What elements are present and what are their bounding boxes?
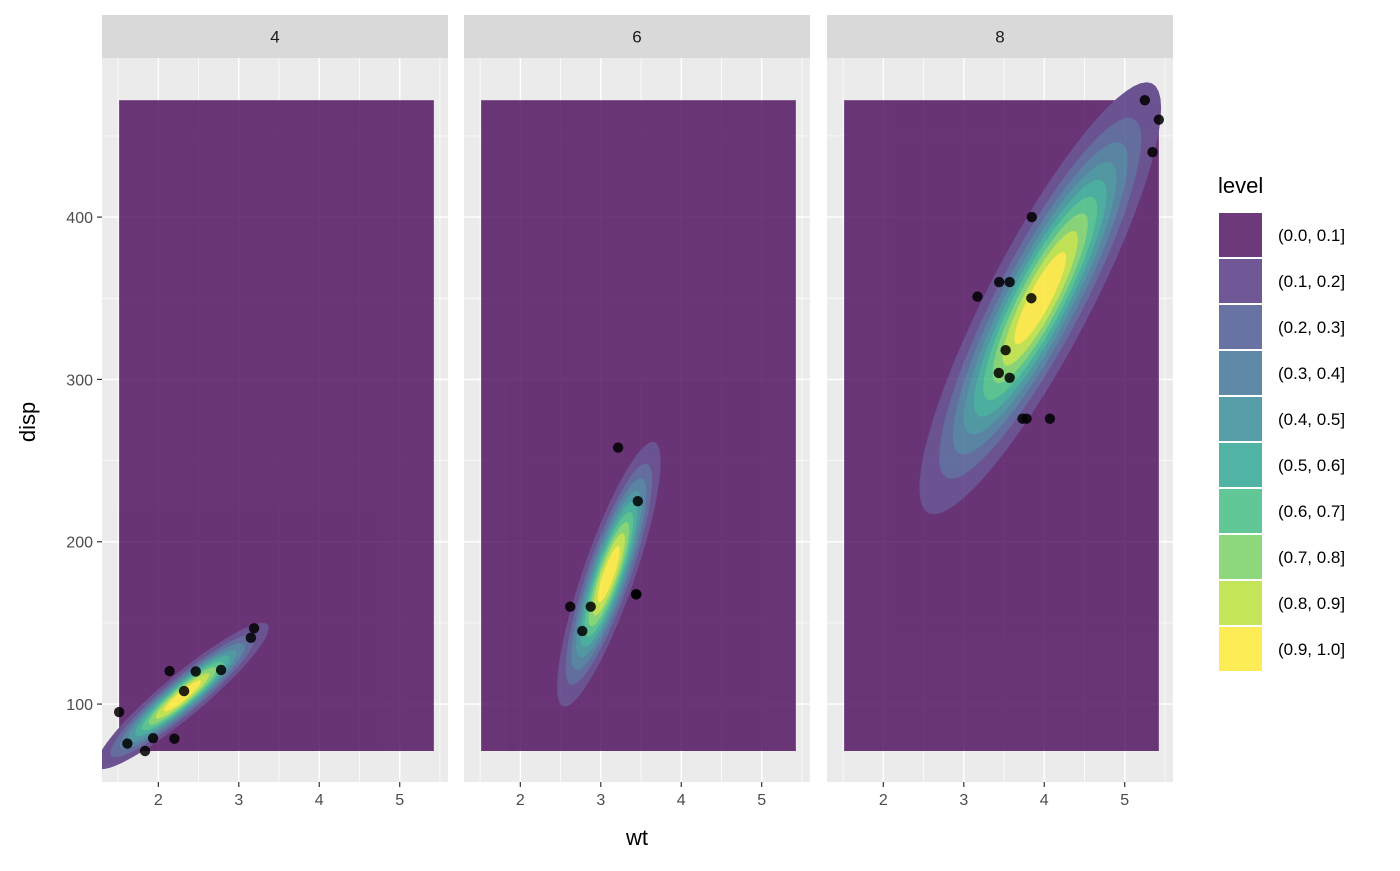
data-point [993,367,1004,379]
legend-key [1219,351,1262,395]
data-points [565,442,644,637]
legend: level (0.0, 0.1] (0.1, 0.2] (0.2, 0.3] (0.3… [1218,173,1345,672]
data-point [113,706,125,718]
x-tick-label: 3 [959,792,968,809]
x-axes: 2 3 4 5 2 3 4 5 2 3 4 5 [154,782,1129,809]
data-point [993,276,1005,288]
data-point [1026,293,1037,304]
data-point [1004,276,1015,288]
facet-panel-6: 6 [464,15,810,782]
legend-label: (0.2, 0.3] [1278,318,1345,337]
data-point [190,666,201,677]
legend-label: (0.3, 0.4] [1278,364,1345,383]
x-tick-label: 2 [154,792,163,809]
x-tick-label: 5 [757,792,766,809]
legend-key [1219,627,1262,671]
y-axis-title: disp [15,402,40,442]
legend-label: (0.0, 0.1] [1278,226,1345,245]
data-point [612,442,624,453]
data-point [1026,211,1037,223]
facet-strip [827,15,1173,58]
density-bands [844,82,1162,751]
data-point [169,733,180,744]
x-tick-label: 5 [395,792,404,809]
data-point [585,601,596,612]
legend-key [1219,581,1262,625]
legend-label: (0.4, 0.5] [1278,410,1345,429]
data-point [1021,413,1032,424]
legend-key [1219,213,1262,257]
legend-title: level [1218,173,1263,198]
density-bands [102,100,434,770]
legend-label: (0.7, 0.8] [1278,548,1345,567]
y-tick-label: 400 [66,210,93,227]
facet-strip [102,15,448,58]
legend-key [1219,259,1262,303]
legend-key [1219,489,1262,533]
x-tick-label: 3 [234,792,243,809]
x-tick-label: 2 [516,792,525,809]
data-points [972,95,1165,424]
legend-key [1219,397,1262,441]
y-tick-label: 200 [66,535,93,552]
data-point [147,732,159,744]
density-band-0 [119,100,434,751]
data-point [164,665,175,677]
legend-label: (0.9, 1.0] [1278,640,1345,659]
data-point [577,625,588,637]
facet-panel-8: 8 [827,15,1173,782]
data-point [178,685,190,697]
legend-label: (0.6, 0.7] [1278,502,1345,521]
data-point [1004,372,1015,383]
legend-key [1219,305,1262,349]
density-bands [481,100,796,751]
data-point [245,632,257,644]
data-point [632,495,644,507]
y-tick-label: 100 [66,697,93,714]
y-tick-label: 300 [66,372,93,389]
facet-panels: 4 6 8 [102,15,1173,782]
data-point [1147,146,1158,158]
facet-panel-4: 4 [102,15,448,782]
facet-strip [464,15,810,58]
data-point [1139,95,1151,106]
x-tick-label: 3 [596,792,605,809]
facet-strip-label: 6 [632,28,641,47]
data-point [1044,413,1056,424]
legend-key [1219,535,1262,579]
density-band-9 [597,545,620,603]
data-point [565,601,576,612]
legend-label: (0.8, 0.9] [1278,594,1345,613]
legend-key [1219,443,1262,487]
data-point [215,664,227,676]
data-point [1000,344,1011,356]
data-point [1153,114,1165,125]
facet-strip-label: 4 [270,28,279,47]
data-point [139,745,151,757]
data-point [972,291,983,302]
data-points [113,623,260,757]
density-band-9 [1014,252,1067,345]
data-point [630,589,642,600]
data-point [122,738,133,749]
legend-label: (0.1, 0.2] [1278,272,1345,291]
x-tick-label: 2 [879,792,888,809]
legend-label: (0.5, 0.6] [1278,456,1345,475]
x-tick-label: 5 [1120,792,1129,809]
x-tick-label: 4 [1040,792,1049,809]
density-band-0 [481,100,796,751]
x-axis-title: wt [625,825,648,850]
facet-strip-label: 8 [995,28,1004,47]
data-point [248,623,260,634]
x-tick-label: 4 [677,792,686,809]
x-tick-label: 4 [315,792,324,809]
y-axis: 100 200 300 400 [66,210,102,714]
